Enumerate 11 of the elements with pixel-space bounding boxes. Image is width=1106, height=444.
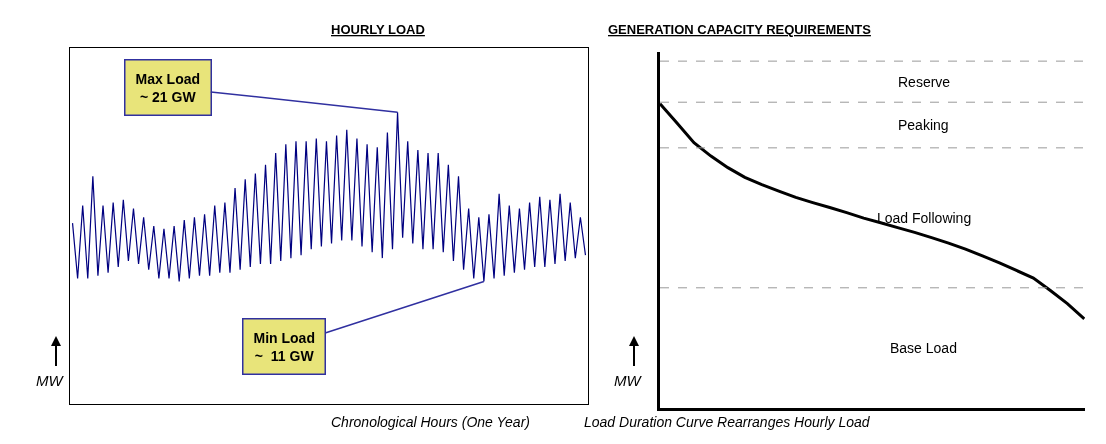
x-axis-title: Load Duration Curve Rearranges Hourly Load bbox=[584, 414, 871, 430]
annotation: Base Load bbox=[890, 340, 957, 356]
y-axis-title: MW bbox=[36, 372, 65, 389]
x-axis-title: Chronological Hours (One Year) bbox=[331, 414, 530, 430]
annotation: Min Load ~ 11 GW bbox=[253, 329, 315, 364]
annotation: Peaking bbox=[898, 117, 949, 133]
text: Max Load ~ 21 GW bbox=[135, 70, 201, 105]
text: Reserve bbox=[898, 74, 951, 90]
chart-title: GENERATION CAPACITY REQUIREMENTS bbox=[608, 22, 872, 37]
y-axis-title: MW bbox=[614, 372, 643, 389]
chart-title: HOURLY LOAD bbox=[331, 22, 425, 37]
